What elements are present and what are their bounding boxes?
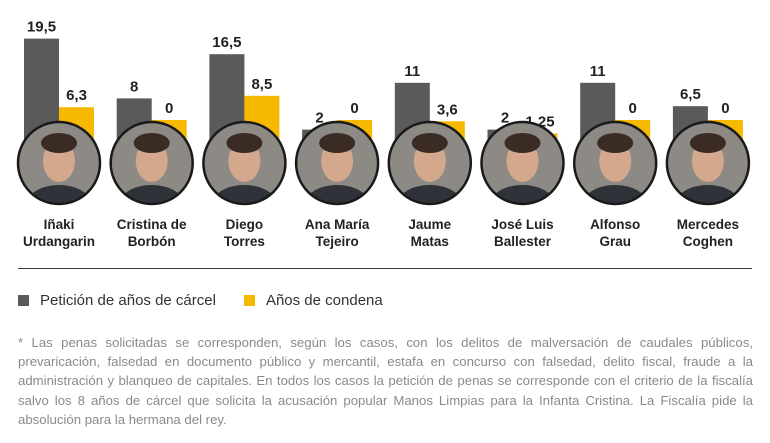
category-label-line1: Cristina de [117, 217, 187, 232]
category-group: 19,5 6,3 Iñaki Urdangarin [16, 19, 102, 249]
data-label-peticion: 11 [404, 63, 420, 80]
category-label-line2: Tejeiro [315, 234, 358, 249]
footnote: * Las penas solicitadas se corresponden,… [18, 335, 753, 427]
legend-swatch-peticion [18, 294, 29, 306]
person-photo [480, 120, 565, 206]
category-label-line2: Coghen [683, 234, 733, 249]
data-label-condena: 3,6 [437, 101, 458, 118]
category-label-line2: Ballester [494, 234, 552, 249]
divider-line [18, 268, 752, 269]
legend-label-peticion: Petición de años de cárcel [40, 291, 216, 309]
legend-label-condena: Años de condena [265, 291, 383, 309]
category-label-line1: Mercedes [677, 217, 739, 232]
category-label-line1: Jaume [408, 217, 451, 232]
data-label-peticion: 2 [501, 110, 509, 127]
category-label-line1: Diego [226, 217, 264, 232]
category-label-line1: Iñaki [44, 217, 75, 232]
category-group: 11 3,6 Jaume Matas [387, 63, 473, 249]
person-photo [16, 120, 102, 206]
legend: Petición de años de cárcel Años de conde… [18, 290, 411, 310]
data-label-peticion: 11 [590, 63, 606, 80]
category-label-line2: Torres [224, 234, 265, 249]
category-group: 6,5 0 Mercedes Coghen [665, 86, 751, 249]
person-photo [572, 120, 658, 206]
category-label-line2: Urdangarin [23, 234, 95, 249]
category-group: 16,5 8,5 Diego Torres [202, 34, 287, 249]
category-label-line2: Borbón [128, 234, 176, 249]
person-photo [294, 120, 380, 206]
data-label-condena: 0 [350, 100, 358, 117]
person-photo [202, 120, 287, 206]
category-label-line1: Alfonso [590, 217, 640, 232]
bar-chart: 19,5 6,3 Iñaki Urdangarin 8 0 Cristina de Borbó… [16, 19, 751, 249]
category-label-line1: Ana María [305, 217, 370, 232]
category-group: 2 0 Ana María Tejeiro [294, 100, 380, 249]
category-label-line2: Matas [411, 234, 449, 249]
person-photo [109, 120, 194, 206]
data-label-condena: 0 [629, 100, 637, 117]
legend-item-peticion: Petición de años de cárcel [18, 292, 216, 309]
data-label-peticion: 19,5 [27, 19, 56, 36]
data-label-condena: 8,5 [251, 76, 272, 93]
person-photo [665, 120, 751, 206]
data-label-peticion: 2 [315, 110, 323, 127]
person-photo [387, 120, 473, 206]
category-group: 11 0 Alfonso Grau [572, 63, 658, 249]
legend-swatch-condena [243, 294, 255, 306]
category-group: 8 0 Cristina de Borbón [109, 78, 194, 249]
category-label-line1: José Luis [491, 217, 553, 232]
data-label-condena: 6,3 [66, 87, 87, 104]
data-label-peticion: 8 [130, 78, 138, 95]
data-label-condena: 0 [165, 100, 173, 117]
data-label-peticion: 16,5 [212, 34, 241, 51]
data-label-condena: 0 [721, 100, 729, 117]
legend-item-condena: Años de condena [243, 291, 383, 309]
data-label-peticion: 6,5 [680, 86, 701, 103]
category-label-line2: Grau [599, 234, 631, 249]
